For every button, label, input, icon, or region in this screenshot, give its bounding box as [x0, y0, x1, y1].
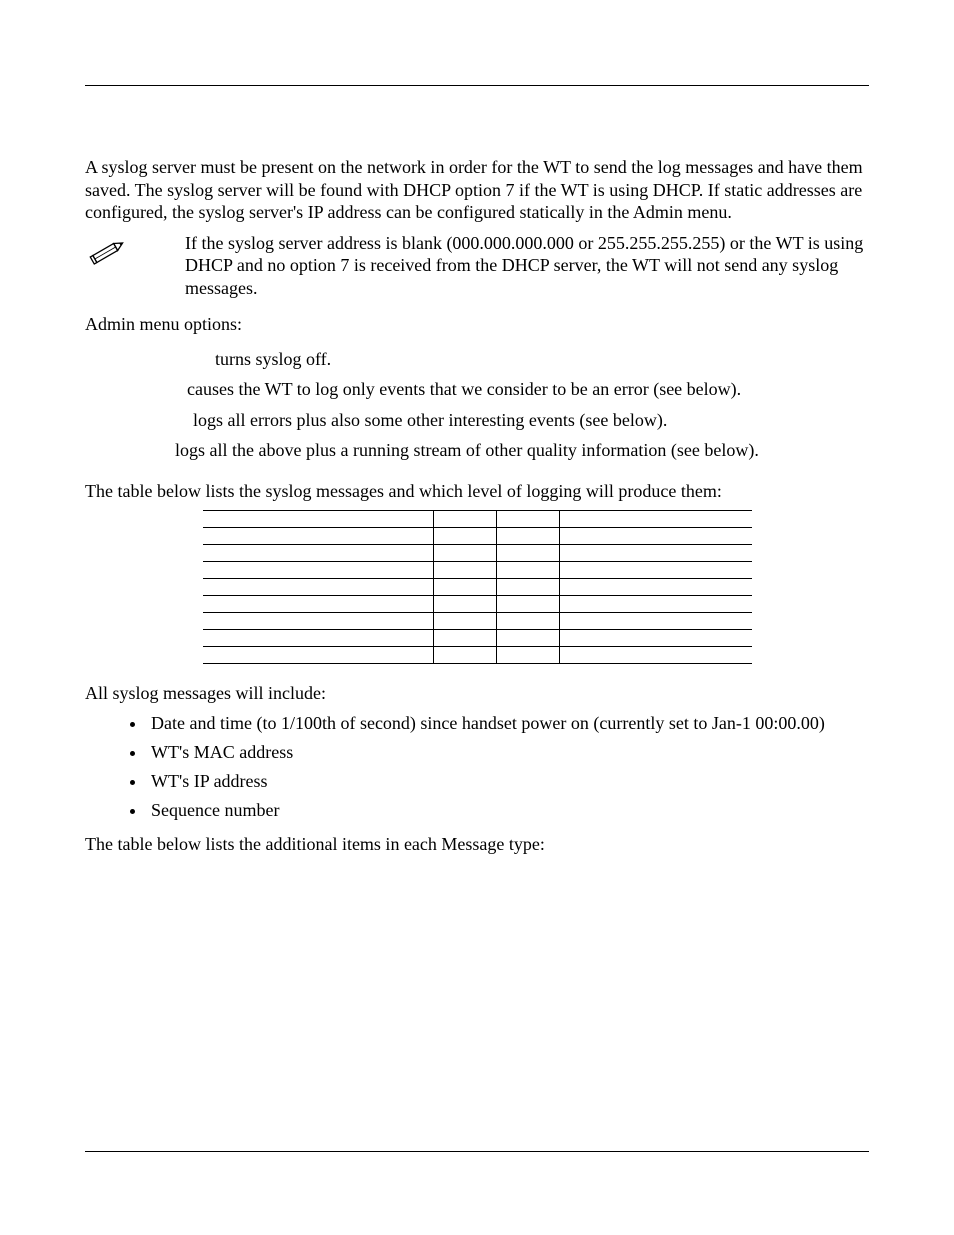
include-list: Date and time (to 1/100th of second) sin…: [85, 713, 869, 821]
table-intro: The table below lists the syslog message…: [85, 480, 869, 503]
table-row: [203, 630, 752, 647]
table-row: [203, 545, 752, 562]
include-heading: All syslog messages will include:: [85, 682, 869, 705]
table-row: [203, 596, 752, 613]
table-row: [203, 613, 752, 630]
syslog-messages-table: [203, 510, 752, 664]
table-row: [203, 511, 752, 528]
note-text: If the syslog server address is blank (0…: [185, 232, 869, 300]
intro-paragraph: A syslog server must be present on the n…: [85, 156, 869, 224]
closing-paragraph: The table below lists the additional ite…: [85, 833, 869, 856]
option-line: turns syslog off.: [85, 344, 869, 375]
option-line: logs all the above plus a running stream…: [85, 435, 869, 466]
table-row: [203, 579, 752, 596]
pencil-icon: [85, 232, 185, 275]
document-page: A syslog server must be present on the n…: [0, 0, 954, 1235]
list-item: Date and time (to 1/100th of second) sin…: [147, 713, 869, 734]
option-line: causes the WT to log only events that we…: [85, 374, 869, 405]
table-row: [203, 562, 752, 579]
admin-options-list: turns syslog off. causes the WT to log o…: [85, 344, 869, 466]
option-line: logs all errors plus also some other int…: [85, 405, 869, 436]
header-rule: [85, 85, 869, 86]
list-item: WT's IP address: [147, 771, 869, 792]
admin-options-heading: Admin menu options:: [85, 313, 869, 336]
list-item: Sequence number: [147, 800, 869, 821]
table-row: [203, 647, 752, 664]
table-row: [203, 528, 752, 545]
list-item: WT's MAC address: [147, 742, 869, 763]
footer-rule: [85, 1151, 869, 1152]
note-block: If the syslog server address is blank (0…: [85, 232, 869, 300]
